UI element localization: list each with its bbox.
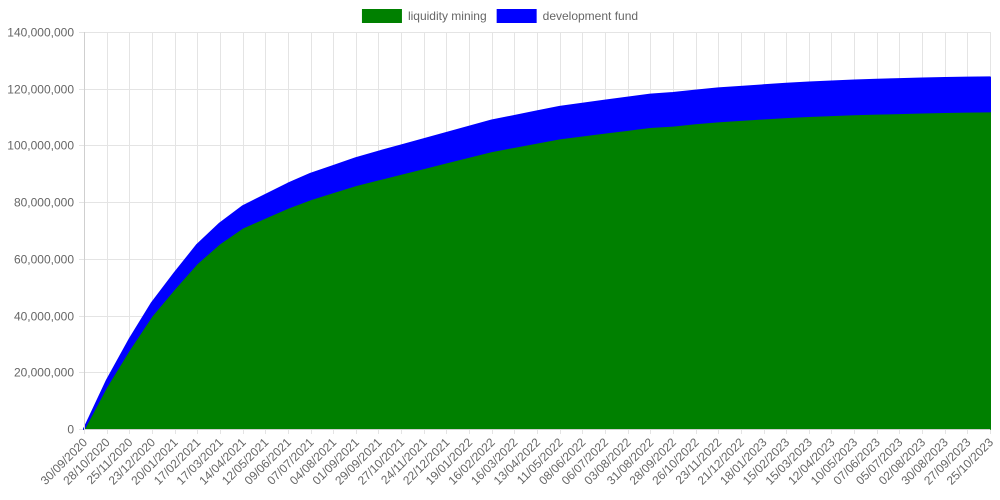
- legend-item-liquidity-mining[interactable]: liquidity mining: [361, 9, 487, 23]
- series-areas: [83, 76, 991, 430]
- legend-swatch: [496, 9, 537, 23]
- legend-item-development-fund[interactable]: development fund: [496, 9, 638, 23]
- y-tick-label: 60,000,000: [14, 253, 74, 267]
- y-tick-label: 140,000,000: [7, 26, 74, 40]
- y-tick-label: 100,000,000: [7, 139, 74, 153]
- y-tick-label: 0: [67, 423, 74, 437]
- legend: liquidity mining development fund: [361, 9, 638, 23]
- legend-label: development fund: [543, 9, 638, 23]
- series-area-liquidity-mining: [83, 110, 991, 430]
- y-tick-label: 20,000,000: [14, 366, 74, 380]
- series-area-development-fund: [83, 76, 991, 430]
- y-tick-label: 40,000,000: [14, 310, 74, 324]
- legend-swatch: [361, 9, 402, 23]
- y-tick-label: 80,000,000: [14, 196, 74, 210]
- y-tick-label: 120,000,000: [7, 83, 74, 97]
- legend-label: liquidity mining: [408, 9, 487, 23]
